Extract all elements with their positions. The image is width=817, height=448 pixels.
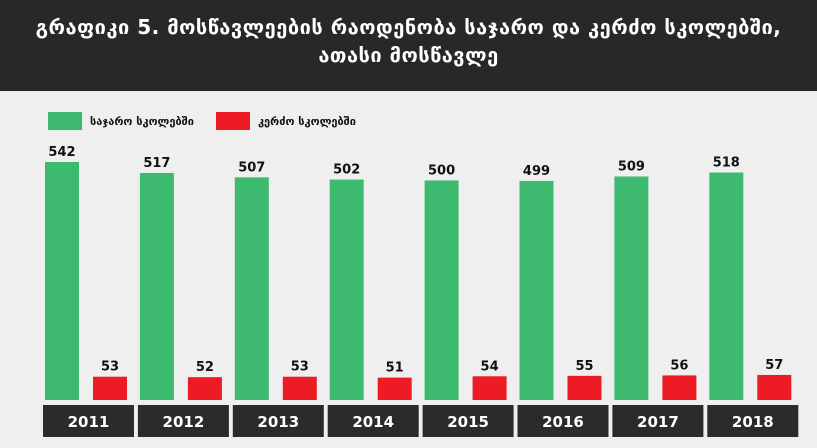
year-box-2013 bbox=[232, 405, 324, 437]
data-label-private-2017: 56 bbox=[670, 358, 688, 373]
bar-private-2013 bbox=[282, 376, 317, 400]
bar-public-2018 bbox=[709, 172, 744, 400]
data-label-public-2014: 502 bbox=[333, 163, 360, 178]
bar-private-2011 bbox=[93, 376, 127, 400]
bar-private-2018 bbox=[757, 374, 792, 400]
data-label-private-2015: 54 bbox=[481, 359, 499, 374]
bar-public-2014 bbox=[329, 179, 364, 400]
data-label-public-2017: 509 bbox=[618, 159, 645, 174]
data-label-private-2012: 52 bbox=[196, 360, 214, 375]
data-label-public-2013: 507 bbox=[238, 160, 265, 175]
x-tick-label-2018: 2018 bbox=[732, 413, 774, 431]
bar-private-2012 bbox=[187, 377, 222, 400]
data-label-public-2012: 517 bbox=[143, 156, 170, 171]
bar-private-2014 bbox=[377, 377, 412, 400]
bar-private-2017 bbox=[662, 375, 697, 400]
data-label-public-2018: 518 bbox=[713, 156, 740, 171]
bar-private-2015 bbox=[472, 376, 507, 400]
x-tick-label-2011: 2011 bbox=[68, 413, 110, 431]
data-label-public-2015: 500 bbox=[428, 163, 455, 178]
chart-title-line-2: ათასი მოსწავლე bbox=[318, 43, 499, 67]
legend-item-public: საჯარო სკოლებში bbox=[48, 112, 194, 130]
bar-public-2017 bbox=[614, 176, 649, 400]
data-label-private-2018: 57 bbox=[765, 358, 783, 373]
year-box-2014 bbox=[327, 405, 419, 437]
x-tick-label-2017: 2017 bbox=[637, 413, 679, 431]
year-box-2015 bbox=[422, 405, 514, 437]
data-label-private-2011: 53 bbox=[101, 360, 119, 375]
x-tick-label-2014: 2014 bbox=[352, 413, 394, 431]
year-box-2017 bbox=[612, 405, 704, 437]
year-box-2012 bbox=[137, 405, 229, 437]
bar-public-2016 bbox=[519, 180, 554, 400]
legend-swatch-public bbox=[48, 112, 82, 130]
chart-title-line-1: გრაფიკი 5. მოსწავლეების რაოდენობა საჯარო… bbox=[35, 15, 782, 39]
legend-swatch-private bbox=[215, 112, 250, 130]
bar-public-2011 bbox=[45, 162, 79, 400]
data-label-public-2011: 542 bbox=[48, 145, 75, 160]
data-label-public-2016: 499 bbox=[523, 164, 550, 179]
bar-public-2015 bbox=[424, 180, 459, 400]
year-box-2016 bbox=[517, 405, 609, 437]
x-tick-label-2016: 2016 bbox=[542, 413, 584, 431]
x-tick-label-2015: 2015 bbox=[447, 413, 489, 431]
legend: საჯარო სკოლებში კერძო სკოლებში bbox=[48, 111, 378, 131]
legend-item-private: კერძო სკოლებში bbox=[215, 112, 356, 130]
x-tick-label-2012: 2012 bbox=[163, 413, 205, 431]
data-label-private-2013: 53 bbox=[291, 360, 309, 375]
chart-title: გრაფიკი 5. მოსწავლეების რაოდენობა საჯარო… bbox=[0, 0, 817, 91]
legend-label-public: საჯარო სკოლებში bbox=[90, 114, 194, 128]
bar-public-2013 bbox=[234, 177, 269, 400]
year-box-2011 bbox=[43, 405, 134, 437]
year-box-2018 bbox=[707, 405, 799, 437]
x-tick-label-2013: 2013 bbox=[257, 413, 299, 431]
data-label-private-2014: 51 bbox=[386, 361, 404, 376]
legend-label-private: კერძო სკოლებში bbox=[257, 114, 356, 128]
bar-public-2012 bbox=[139, 172, 174, 400]
data-label-private-2016: 55 bbox=[575, 359, 593, 374]
bar-private-2016 bbox=[567, 375, 602, 400]
